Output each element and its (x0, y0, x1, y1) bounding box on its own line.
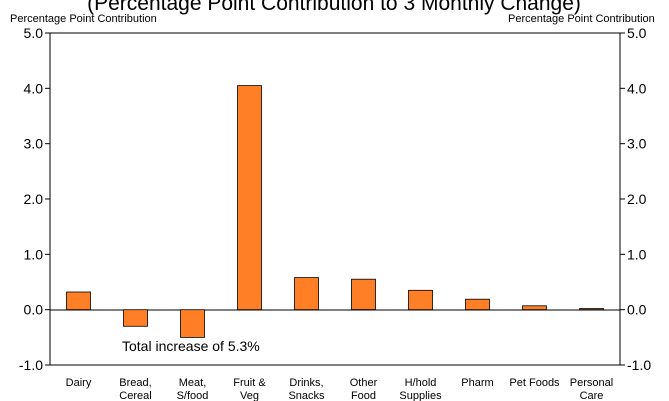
category-label: Other Food (350, 377, 378, 401)
total-annotation: Total increase of 5.3% (122, 338, 260, 354)
left-tick-label: 2.0 (24, 191, 44, 207)
category-label-line: Drinks, (289, 377, 323, 389)
right-tick-label: -1.0 (627, 357, 651, 373)
category-label-line: Bread, (119, 377, 151, 389)
category-label-line: Pet Foods (509, 377, 560, 389)
bar (66, 291, 91, 311)
category-label: Meat, S/food (177, 377, 209, 401)
right-y-axis: -1.0 0.0 1.0 2.0 3.0 4.0 5.0 (620, 25, 651, 373)
category-label: Pharm (461, 377, 493, 389)
category-label-line: Veg (240, 390, 259, 401)
chart-title: (Percentage Point Contribution to 3 Mont… (87, 0, 581, 15)
category-label-line: H/hold (405, 377, 437, 389)
bar (408, 289, 433, 311)
category-label-line: Cereal (119, 390, 151, 401)
category-label-line: Care (580, 390, 604, 401)
category-label-line: Supplies (399, 390, 442, 401)
category-label: Bread, Cereal (119, 377, 151, 401)
right-tick-label: 2.0 (627, 191, 647, 207)
bars-group (66, 85, 604, 338)
right-tick-label: 5.0 (627, 25, 647, 41)
bar (294, 277, 319, 311)
category-label-line: S/food (177, 390, 209, 401)
category-label-line: Pharm (461, 377, 493, 389)
category-label-line: Other (350, 377, 378, 389)
category-label: Dairy (66, 377, 92, 389)
left-tick-label: 5.0 (24, 25, 44, 41)
left-tick-label: -1.0 (19, 357, 43, 373)
category-labels: Dairy Bread, Cereal Meat, S/food Fruit & Veg Dr… (66, 377, 614, 401)
right-tick-label: 4.0 (627, 80, 647, 96)
left-axis-title: Percentage Point Contribution (10, 13, 157, 25)
category-label: Pet Foods (509, 377, 560, 389)
category-label-line: Fruit & (233, 377, 266, 389)
bar (123, 309, 148, 327)
bar (237, 85, 262, 311)
left-tick-label: 4.0 (24, 80, 44, 96)
left-tick-label: 1.0 (24, 246, 44, 262)
category-label: Personal Care (570, 377, 613, 401)
bar (180, 309, 205, 338)
right-tick-label: 0.0 (627, 302, 647, 318)
right-tick-label: 1.0 (627, 246, 647, 262)
category-label: H/hold Supplies (399, 377, 442, 401)
right-tick-label: 3.0 (627, 136, 647, 152)
bar (522, 305, 547, 311)
left-tick-label: 0.0 (24, 302, 44, 318)
category-label: Drinks, Snacks (288, 377, 325, 401)
category-label-line: Meat, (179, 377, 207, 389)
left-y-axis: -1.0 0.0 1.0 2.0 3.0 4.0 5.0 (19, 25, 50, 373)
bar (579, 308, 604, 311)
category-label-line: Snacks (288, 390, 325, 401)
category-label-line: Personal (570, 377, 613, 389)
left-tick-label: 3.0 (24, 136, 44, 152)
category-label-line: Dairy (66, 377, 92, 389)
bar (351, 278, 376, 311)
category-label-line: Food (351, 390, 376, 401)
category-label: Fruit & Veg (233, 377, 266, 401)
right-axis-title: Percentage Point Contribution (508, 13, 655, 25)
bar (465, 298, 490, 311)
